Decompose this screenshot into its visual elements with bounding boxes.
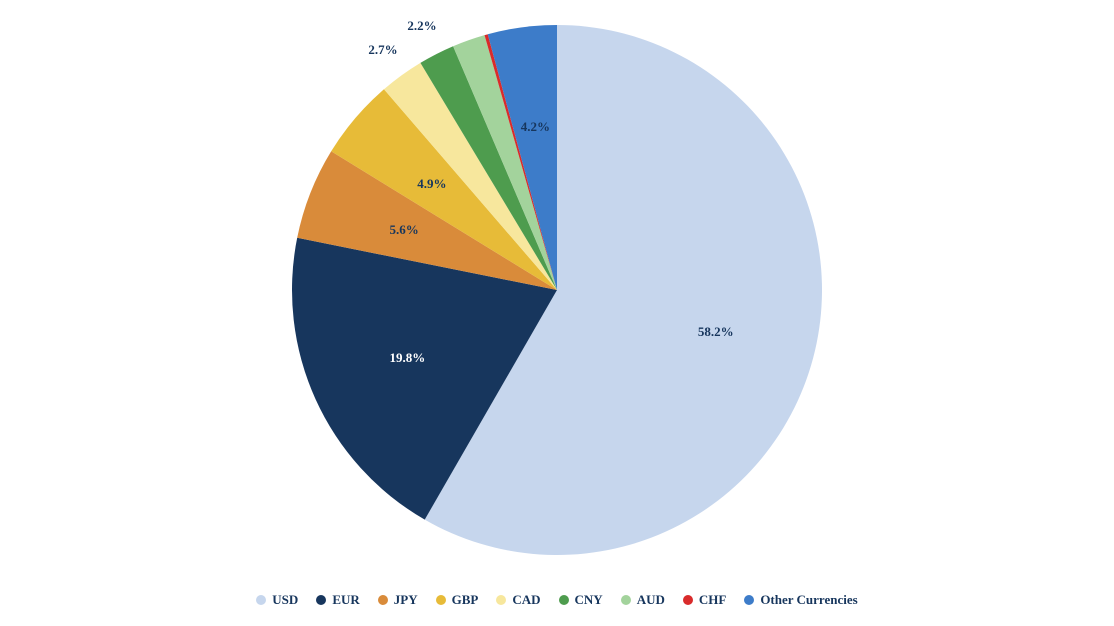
legend-swatch-icon: [559, 595, 569, 605]
legend-item-other-currencies: Other Currencies: [744, 592, 857, 608]
slice-label-eur: 19.8%: [389, 350, 425, 366]
legend-item-usd: USD: [256, 592, 298, 608]
slice-label-gbp: 4.9%: [417, 176, 446, 192]
legend-label: JPY: [394, 592, 418, 608]
legend-swatch-icon: [256, 595, 266, 605]
legend-swatch-icon: [378, 595, 388, 605]
slice-label-cny: 2.2%: [407, 18, 436, 34]
slice-label-cad: 2.7%: [368, 42, 397, 58]
legend-item-cad: CAD: [496, 592, 540, 608]
legend-swatch-icon: [744, 595, 754, 605]
legend-item-eur: EUR: [316, 592, 359, 608]
legend-label: EUR: [332, 592, 359, 608]
pie-svg: [0, 0, 1114, 560]
legend-label: GBP: [452, 592, 479, 608]
legend-item-jpy: JPY: [378, 592, 418, 608]
slice-label-other-currencies: 4.2%: [521, 119, 550, 135]
pie-chart-container: 58.2% 19.8% 5.6% 4.9% 2.7% 2.2% 4.2% USD EUR JPY…: [0, 0, 1114, 626]
legend-item-gbp: GBP: [436, 592, 479, 608]
legend-label: Other Currencies: [760, 592, 857, 608]
legend-swatch-icon: [436, 595, 446, 605]
legend-label: CAD: [512, 592, 540, 608]
legend-swatch-icon: [621, 595, 631, 605]
legend-label: CHF: [699, 592, 726, 608]
legend-swatch-icon: [683, 595, 693, 605]
legend-label: USD: [272, 592, 298, 608]
slice-label-jpy: 5.6%: [389, 222, 418, 238]
legend-label: AUD: [637, 592, 665, 608]
slice-label-usd: 58.2%: [698, 324, 734, 340]
legend-item-cny: CNY: [559, 592, 603, 608]
pie-area: 58.2% 19.8% 5.6% 4.9% 2.7% 2.2% 4.2%: [0, 0, 1114, 560]
legend-label: CNY: [575, 592, 603, 608]
legend-item-chf: CHF: [683, 592, 726, 608]
legend-item-aud: AUD: [621, 592, 665, 608]
legend-swatch-icon: [316, 595, 326, 605]
legend-swatch-icon: [496, 595, 506, 605]
legend: USD EUR JPY GBP CAD CNY AUD CHF Other Currencies: [0, 592, 1114, 608]
